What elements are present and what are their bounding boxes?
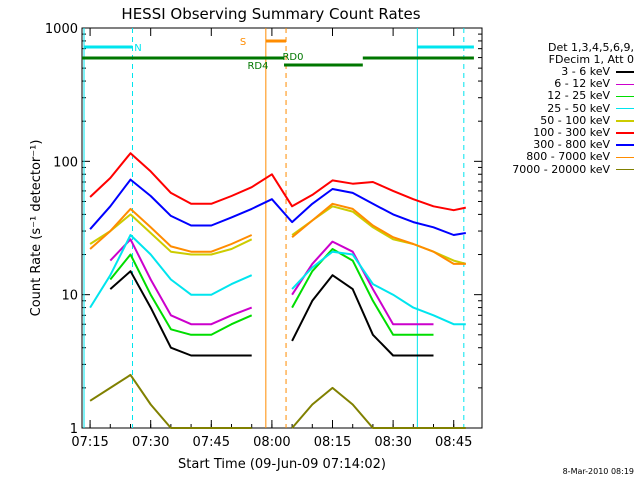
annotation-label: RD0: [282, 52, 303, 63]
legend-entry: 25 - 50 keV: [484, 101, 634, 115]
y-tick-label: 10: [61, 289, 78, 304]
legend-swatch: [616, 144, 634, 146]
x-tick-label: 07:15: [71, 435, 108, 450]
legend-swatch: [616, 83, 634, 86]
legend-swatch: [616, 71, 634, 73]
x-tick-label: 08:45: [435, 435, 472, 450]
x-tick-label: 08:30: [374, 435, 411, 450]
legend-swatch: [616, 95, 634, 98]
legend-header: Det 1,3,4,5,6,9,: [547, 41, 634, 54]
legend-label: 50 - 100 keV: [540, 113, 610, 127]
legend-entry: 3 - 6 keV: [484, 66, 634, 78]
series-line: [89, 178, 466, 236]
legend-entry: 7000 - 20000 keV: [484, 162, 634, 176]
annotation-markers: N S RD0 RD4: [82, 28, 474, 428]
footer-stamp: 8-Mar-2010 08:19: [562, 467, 634, 476]
legend-label: 6 - 12 keV: [554, 77, 610, 91]
legend-entry: 300 - 800 keV: [484, 139, 634, 151]
legend-label: 7000 - 20000 keV: [512, 162, 610, 176]
legend-label: 12 - 25 keV: [547, 89, 610, 103]
x-tick-label: 08:15: [314, 435, 351, 450]
legend-swatch: [616, 168, 634, 171]
series-layer: [89, 152, 467, 429]
axis-ticks: 07:15 07:30 07:45 08:00 08:15 08:30 08:45 1 10 10…: [45, 22, 482, 450]
annotation-label: N: [134, 43, 141, 54]
legend-header: FDecim 1, Att 0: [548, 53, 634, 66]
y-axis-label: Count Rate (s⁻¹ detector⁻¹): [29, 140, 44, 317]
series-line: [109, 238, 434, 326]
x-tick-label: 08:00: [253, 435, 290, 450]
x-axis-label: Start Time (09-Jun-09 07:14:02): [178, 457, 386, 472]
series-line: [109, 270, 434, 357]
legend-entry: 800 - 7000 keV: [484, 151, 634, 163]
legend-swatch: [616, 132, 634, 134]
legend-swatch: [616, 156, 634, 159]
chart-title: HESSI Observing Summary Count Rates: [121, 5, 420, 23]
legend-label: 300 - 800 keV: [533, 138, 610, 152]
legend-label: 100 - 300 keV: [533, 126, 610, 140]
annotation-label: S: [240, 37, 246, 48]
x-tick-label: 07:45: [193, 435, 230, 450]
annotation-label: RD4: [247, 61, 268, 72]
series-line: [89, 234, 466, 326]
legend-swatch: [616, 107, 634, 110]
y-tick-label: 100: [53, 155, 78, 170]
y-tick-label: 1: [70, 422, 78, 437]
series-line: [89, 202, 466, 265]
series-line: [109, 248, 434, 336]
series-line: [89, 205, 467, 265]
legend-label: 800 - 7000 keV: [526, 150, 610, 164]
legend-label: 3 - 6 keV: [561, 65, 610, 79]
series-line: [89, 373, 466, 429]
y-tick-label: 1000: [45, 22, 78, 37]
legend-label: 25 - 50 keV: [547, 101, 610, 115]
series-line: [89, 152, 467, 212]
plot-area: [81, 27, 483, 429]
legend-entry: 12 - 25 keV: [484, 90, 634, 102]
legend-swatch: [616, 120, 634, 122]
legend-entry: 100 - 300 keV: [484, 127, 634, 139]
legend-entry: 6 - 12 keV: [484, 78, 634, 90]
x-tick-label: 07:30: [132, 435, 169, 450]
legend-entry: 50 - 100 keV: [484, 113, 634, 127]
